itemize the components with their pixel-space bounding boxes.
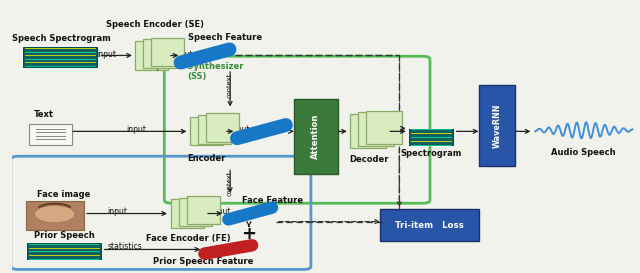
Text: Tri-item   Loss: Tri-item Loss — [395, 221, 464, 230]
Text: Face Encoder (FE): Face Encoder (FE) — [147, 234, 231, 243]
Text: Text: Text — [33, 110, 53, 119]
Text: output: output — [206, 207, 232, 216]
FancyBboxPatch shape — [27, 243, 101, 259]
FancyBboxPatch shape — [198, 115, 231, 144]
Text: Encoder: Encoder — [187, 154, 225, 163]
FancyBboxPatch shape — [294, 99, 338, 174]
Circle shape — [35, 205, 75, 223]
Text: context: context — [227, 170, 233, 195]
Text: WaveRNN: WaveRNN — [493, 103, 502, 148]
Text: Attention: Attention — [312, 114, 321, 159]
Text: Speech Synthesizer
(SS): Speech Synthesizer (SS) — [150, 62, 244, 81]
Text: input: input — [96, 50, 116, 59]
Text: Decoder: Decoder — [349, 155, 389, 164]
Text: statistics: statistics — [108, 242, 142, 251]
FancyBboxPatch shape — [23, 47, 97, 67]
Text: Prior Speech Feature: Prior Speech Feature — [153, 257, 253, 266]
Text: Spectrogram: Spectrogram — [401, 149, 462, 158]
FancyBboxPatch shape — [479, 85, 515, 166]
Text: +: + — [241, 225, 257, 243]
FancyBboxPatch shape — [410, 129, 453, 146]
FancyBboxPatch shape — [380, 209, 479, 241]
Text: output: output — [168, 50, 193, 59]
FancyBboxPatch shape — [29, 123, 72, 146]
FancyBboxPatch shape — [143, 40, 176, 68]
Text: Speech Feature: Speech Feature — [188, 34, 262, 43]
FancyBboxPatch shape — [26, 201, 83, 230]
FancyBboxPatch shape — [171, 199, 204, 228]
FancyBboxPatch shape — [134, 41, 168, 70]
Text: Speech Spectrogram: Speech Spectrogram — [12, 34, 110, 43]
FancyBboxPatch shape — [151, 38, 184, 66]
Text: Face image: Face image — [36, 190, 90, 199]
FancyBboxPatch shape — [206, 113, 239, 142]
FancyBboxPatch shape — [366, 111, 402, 144]
Text: Audio Speech: Audio Speech — [551, 148, 616, 157]
Text: Speech Encoder (SE): Speech Encoder (SE) — [106, 20, 204, 29]
FancyBboxPatch shape — [189, 117, 223, 145]
Text: output: output — [225, 125, 250, 134]
Text: input: input — [108, 207, 127, 216]
Text: input: input — [126, 125, 146, 134]
FancyBboxPatch shape — [350, 114, 386, 148]
FancyBboxPatch shape — [187, 196, 220, 224]
Text: context: context — [227, 73, 233, 98]
Text: Prior Speech: Prior Speech — [34, 231, 95, 240]
FancyBboxPatch shape — [179, 198, 212, 226]
Text: Face Feature: Face Feature — [241, 195, 303, 204]
FancyBboxPatch shape — [358, 112, 394, 146]
